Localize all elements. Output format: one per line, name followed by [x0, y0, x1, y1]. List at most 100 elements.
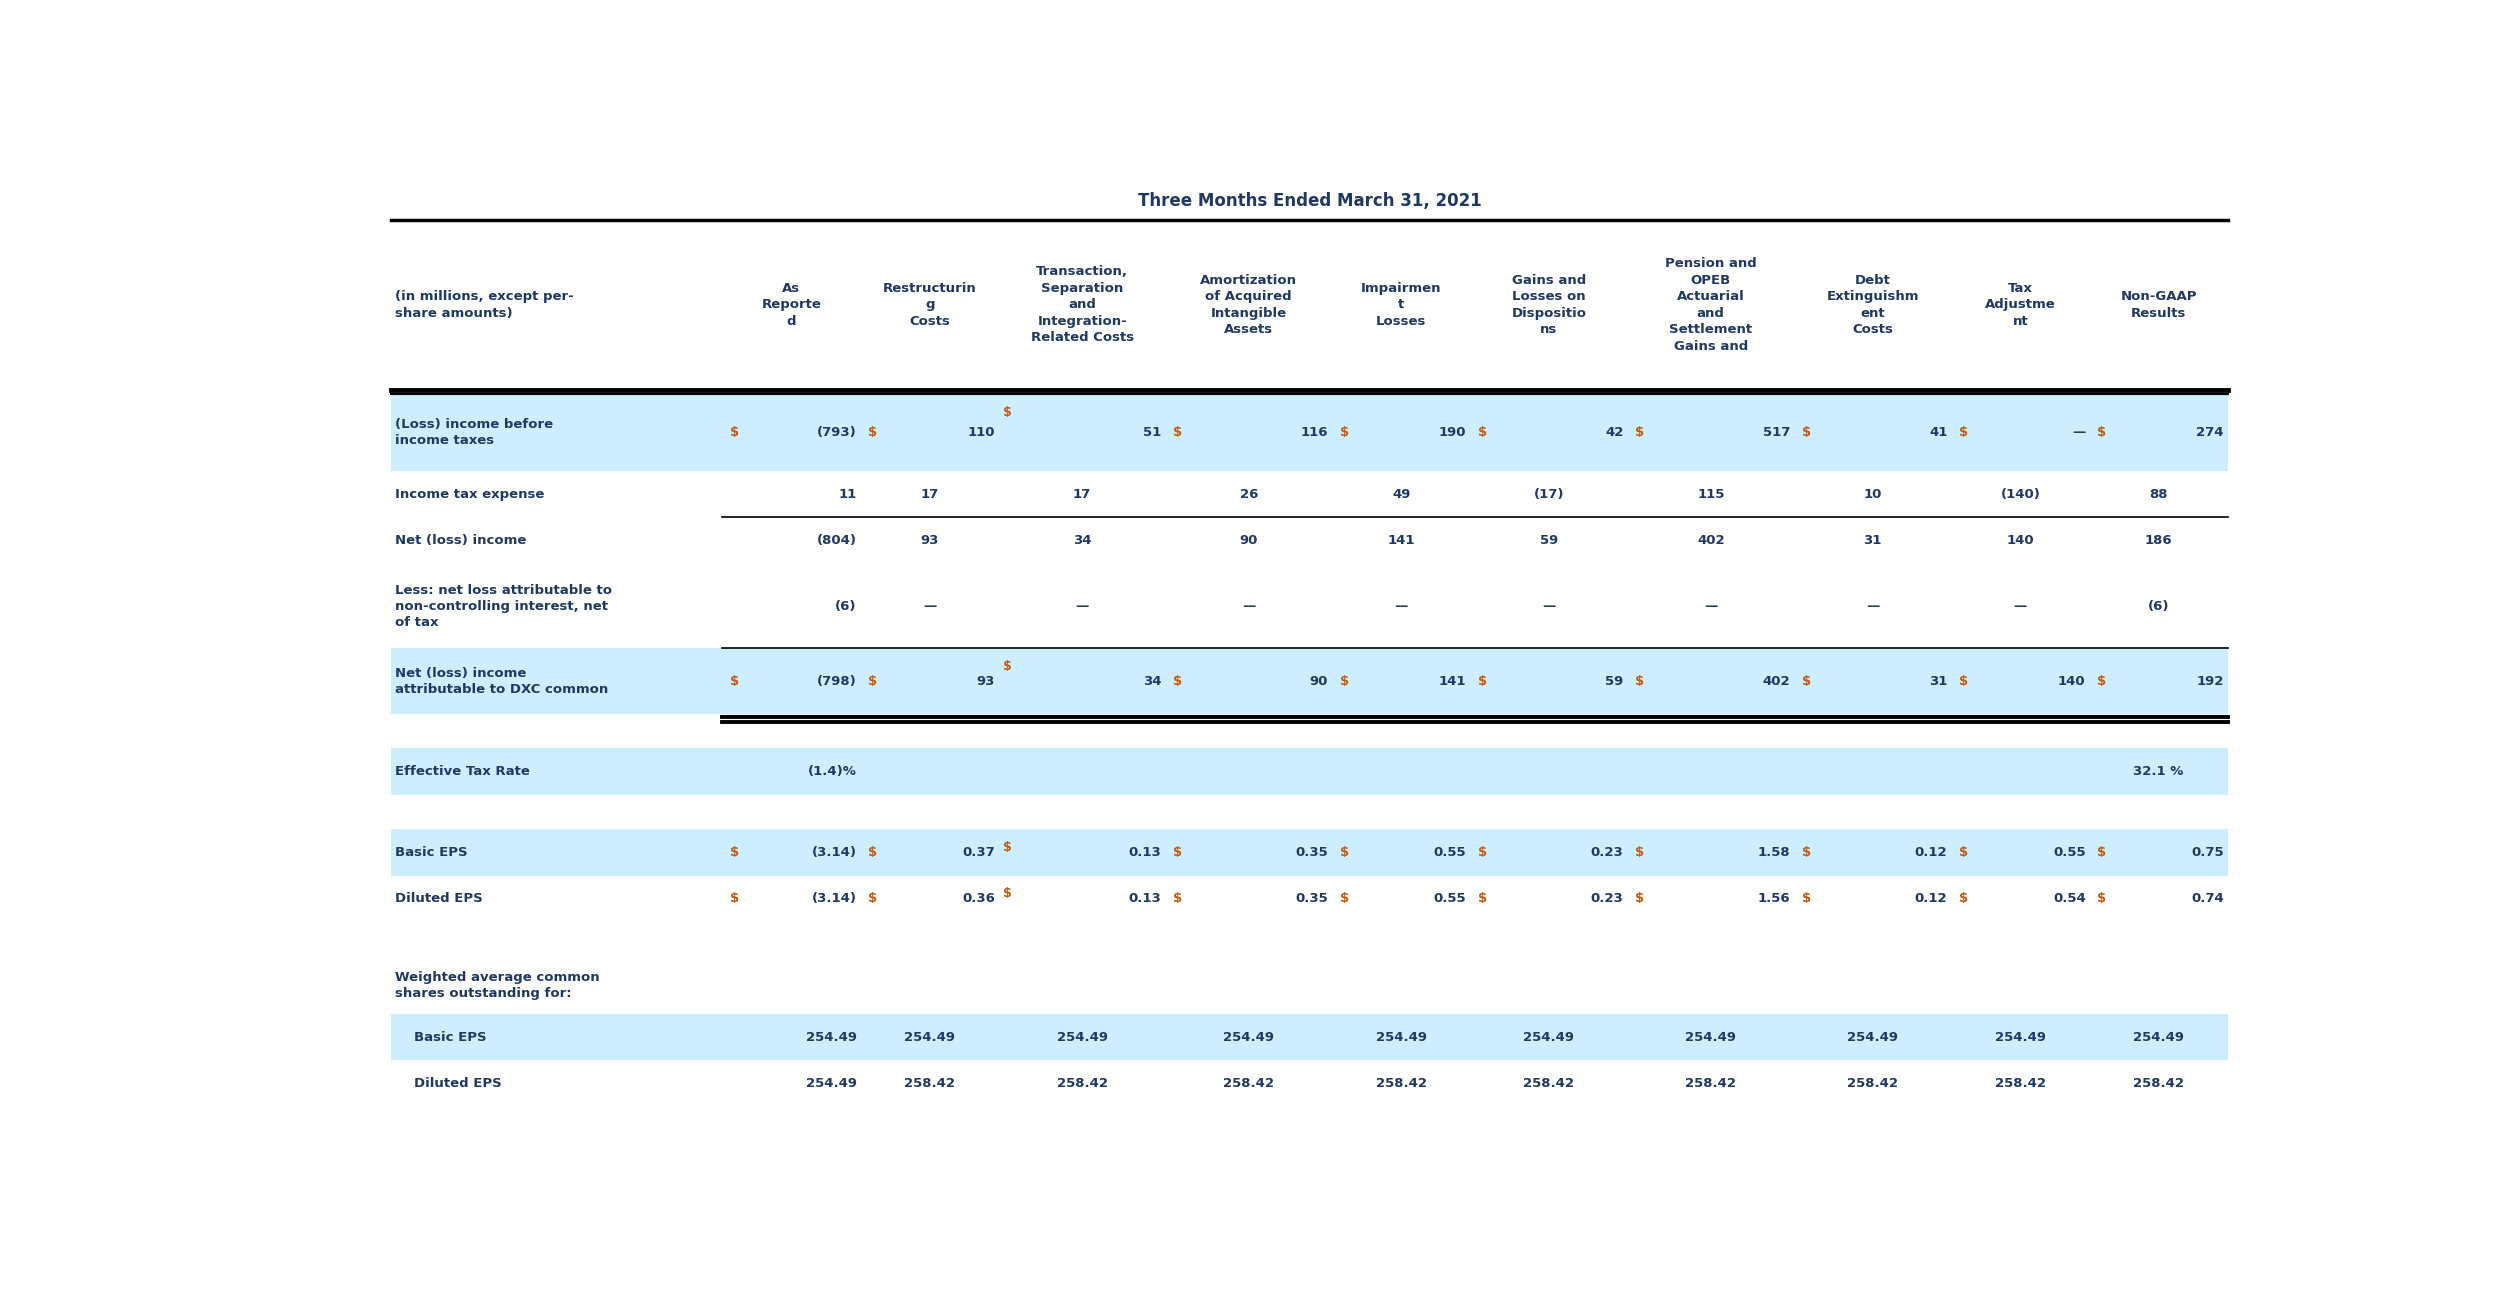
- Text: 0.54: 0.54: [2054, 893, 2087, 906]
- Text: 59: 59: [1605, 675, 1623, 688]
- Text: 10: 10: [1863, 488, 1881, 501]
- Text: 116: 116: [1302, 426, 1329, 440]
- Text: 254.49: 254.49: [1522, 1031, 1575, 1044]
- Text: As
Reporte
d: As Reporte d: [762, 283, 823, 328]
- Text: (Loss) income before
income taxes: (Loss) income before income taxes: [394, 418, 552, 448]
- Text: $: $: [2097, 675, 2107, 688]
- Text: (1.4)%: (1.4)%: [808, 765, 858, 778]
- Text: 0.12: 0.12: [1914, 893, 1946, 906]
- Text: Weighted average common
shares outstanding for:: Weighted average common shares outstandi…: [394, 971, 599, 1000]
- Text: 51: 51: [1144, 426, 1161, 440]
- Text: $: $: [868, 846, 878, 859]
- Text: 90: 90: [1309, 675, 1329, 688]
- Text: 41: 41: [1929, 426, 1946, 440]
- Text: (6): (6): [835, 600, 858, 613]
- Text: Diluted EPS: Diluted EPS: [394, 893, 482, 906]
- Text: 0.55: 0.55: [1435, 846, 1467, 859]
- Text: 258.42: 258.42: [1848, 1077, 1899, 1090]
- Text: $: $: [868, 426, 878, 440]
- Text: 32.1 %: 32.1 %: [2134, 765, 2184, 778]
- Text: $: $: [1959, 426, 1969, 440]
- Text: 0.75: 0.75: [2192, 846, 2225, 859]
- Text: $: $: [1801, 426, 1811, 440]
- Text: —: —: [2072, 426, 2087, 440]
- Text: $: $: [1339, 675, 1349, 688]
- Text: 0.55: 0.55: [2054, 846, 2087, 859]
- Text: $: $: [1801, 846, 1811, 859]
- Text: (3.14): (3.14): [813, 893, 858, 906]
- Text: $: $: [1003, 841, 1011, 854]
- Text: 1.56: 1.56: [1758, 893, 1791, 906]
- Text: $: $: [2097, 426, 2107, 440]
- Text: Debt
Extinguishm
ent
Costs: Debt Extinguishm ent Costs: [1826, 273, 1919, 337]
- Text: 254.49: 254.49: [2134, 1031, 2184, 1044]
- Text: 258.42: 258.42: [2134, 1077, 2184, 1090]
- Text: 17: 17: [920, 488, 938, 501]
- Text: 1.58: 1.58: [1758, 846, 1791, 859]
- Text: Income tax expense: Income tax expense: [394, 488, 544, 501]
- Text: $: $: [1003, 660, 1011, 673]
- Text: 254.49: 254.49: [1994, 1031, 2047, 1044]
- Text: $: $: [2097, 846, 2107, 859]
- Text: $: $: [868, 893, 878, 906]
- Text: 0.23: 0.23: [1590, 893, 1623, 906]
- Text: $: $: [730, 426, 740, 440]
- Text: (798): (798): [818, 675, 858, 688]
- Text: $: $: [1635, 426, 1645, 440]
- Text: 93: 93: [976, 675, 996, 688]
- Text: 192: 192: [2197, 675, 2225, 688]
- Text: —: —: [1866, 600, 1878, 613]
- Text: $: $: [1174, 675, 1181, 688]
- Text: Tax
Adjustme
nt: Tax Adjustme nt: [1984, 283, 2057, 328]
- Text: Transaction,
Separation
and
Integration-
Related Costs: Transaction, Separation and Integration-…: [1031, 266, 1134, 344]
- Text: $: $: [1477, 675, 1487, 688]
- Text: (140): (140): [2001, 488, 2042, 501]
- Text: Basic EPS: Basic EPS: [414, 1031, 487, 1044]
- Text: —: —: [1703, 600, 1718, 613]
- Bar: [391, 1014, 2227, 1060]
- Text: 517: 517: [1763, 426, 1791, 440]
- Text: Gains and
Losses on
Dispositio
ns: Gains and Losses on Dispositio ns: [1512, 273, 1588, 337]
- Text: $: $: [1174, 846, 1181, 859]
- Text: 0.36: 0.36: [963, 893, 996, 906]
- Text: $: $: [730, 675, 740, 688]
- Text: Net (loss) income
attributable to DXC common: Net (loss) income attributable to DXC co…: [394, 667, 607, 695]
- Text: Three Months Ended March 31, 2021: Three Months Ended March 31, 2021: [1139, 192, 1482, 210]
- Text: 254.49: 254.49: [1848, 1031, 1899, 1044]
- Text: 258.42: 258.42: [1377, 1077, 1427, 1090]
- Text: 140: 140: [2059, 675, 2087, 688]
- Bar: [391, 395, 2227, 471]
- Text: 34: 34: [1144, 675, 1161, 688]
- Text: 0.13: 0.13: [1129, 893, 1161, 906]
- Text: 93: 93: [920, 534, 938, 547]
- Text: $: $: [1801, 893, 1811, 906]
- Text: 190: 190: [1440, 426, 1467, 440]
- Text: $: $: [1635, 846, 1645, 859]
- Text: —: —: [2014, 600, 2026, 613]
- Text: —: —: [923, 600, 935, 613]
- Text: $: $: [1003, 406, 1011, 419]
- Text: 88: 88: [2149, 488, 2167, 501]
- Text: 90: 90: [1239, 534, 1259, 547]
- Text: 11: 11: [838, 488, 858, 501]
- Text: (6): (6): [2147, 600, 2169, 613]
- Text: $: $: [1174, 893, 1181, 906]
- Text: 254.49: 254.49: [1377, 1031, 1427, 1044]
- Text: 254.49: 254.49: [805, 1031, 858, 1044]
- Text: 254.49: 254.49: [805, 1077, 858, 1090]
- Text: $: $: [1339, 426, 1349, 440]
- Bar: [391, 649, 2227, 713]
- Text: 274: 274: [2197, 426, 2225, 440]
- Text: —: —: [1076, 600, 1088, 613]
- Text: 0.35: 0.35: [1297, 893, 1329, 906]
- Text: 254.49: 254.49: [1224, 1031, 1274, 1044]
- Text: 258.42: 258.42: [1522, 1077, 1575, 1090]
- Text: $: $: [730, 893, 740, 906]
- Text: $: $: [1635, 675, 1645, 688]
- Text: $: $: [1477, 846, 1487, 859]
- Text: 0.55: 0.55: [1435, 893, 1467, 906]
- Text: 258.42: 258.42: [905, 1077, 956, 1090]
- Text: $: $: [730, 846, 740, 859]
- Text: Net (loss) income: Net (loss) income: [394, 534, 527, 547]
- Text: 49: 49: [1392, 488, 1409, 501]
